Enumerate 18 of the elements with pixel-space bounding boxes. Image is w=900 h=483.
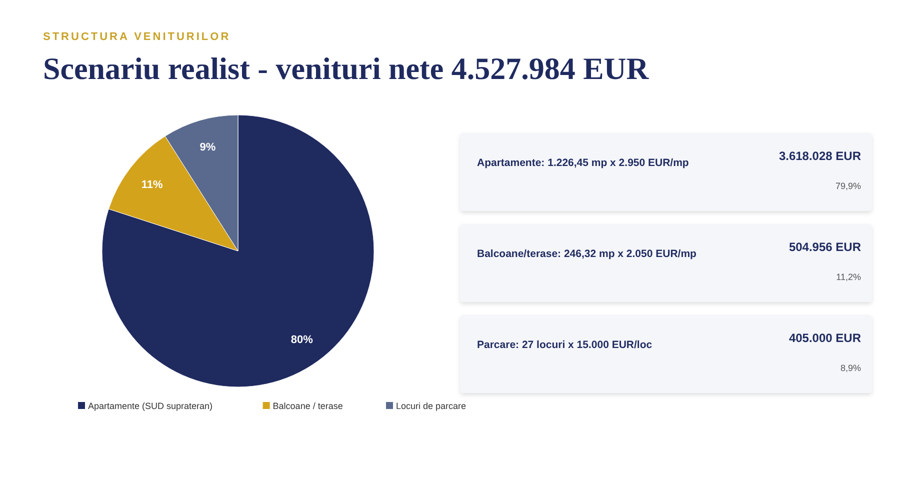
text: Parcare: 27 locuri x 15.000 EUR/loc	[477, 339, 652, 351]
data-label: 80%	[290, 334, 314, 346]
text: 405.000 EUR	[788, 331, 862, 345]
text: 504.956 EUR	[788, 240, 862, 254]
text: 8,9%	[840, 363, 861, 373]
data-label: 9%	[200, 141, 216, 154]
text: Apartamente: 1.226,45 mp x 2.950 EUR/mp	[477, 157, 689, 169]
text: 3.618.028 EUR	[778, 149, 862, 163]
text: 11,2%	[836, 272, 861, 282]
legend-label: Apartamente (SUD suprateran)	[88, 401, 213, 411]
chart-title: Scenariu realist - venituri nete 4.527.984 EUR	[43, 51, 650, 86]
data-label: 11%	[141, 179, 163, 192]
legend-label: Balcoane / terase	[272, 401, 343, 411]
text: 79,9%	[835, 181, 861, 191]
text: Balcoane/terase: 246,32 mp x 2.050 EUR/mp	[477, 248, 696, 260]
pie-slice	[102, 114, 374, 388]
legend-label: Locuri de parcare	[396, 401, 466, 411]
chart-subtitle: STRUCTURA VENITURILOR	[43, 31, 231, 43]
